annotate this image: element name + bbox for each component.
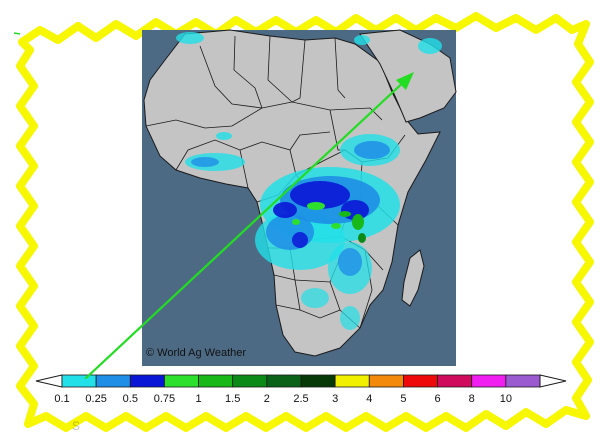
legend-label: 0.5 [123,393,138,405]
legend-swatch [403,374,438,388]
rainfall-legend: 0.1 0.25 0.5 0.75 1 1.5 2 2.5 3 4 5 6 8 10 [35,374,567,405]
rainfall-shading [176,32,442,330]
legend-swatch [129,374,165,388]
legend-label: 0.1 [54,393,69,405]
legend-swatch [437,374,473,388]
highlight-frame [16,12,594,432]
legend-right-cap [539,374,567,388]
legend-swatch [300,374,336,388]
map-credit: © World Ag Weather [146,347,246,359]
legend-swatch [232,374,268,388]
caption-fragment: S [72,419,80,433]
legend-swatch [505,374,541,388]
arrow-tail-mark [13,32,21,35]
legend-label: 6 [435,393,441,405]
legend-label: 5 [400,393,406,405]
legend-label: 0.75 [154,393,175,405]
legend-swatch [266,374,302,388]
legend-swatch [471,374,507,388]
legend-label: 8 [469,393,475,405]
legend-swatch [198,374,234,388]
legend-label: 2.5 [293,393,308,405]
legend-label: 1 [196,393,202,405]
legend-label: 1.5 [225,393,240,405]
legend-label: 4 [366,393,372,405]
annotation-arrow [13,32,414,380]
madagascar [401,249,425,307]
legend-label: 2 [264,393,270,405]
legend-swatch [164,374,199,388]
legend-label: 0.25 [85,393,106,405]
legend-label: 3 [332,393,338,405]
legend-label: 10 [500,393,512,405]
legend-swatch [334,374,370,388]
legend-swatch [95,374,131,388]
legend-swatch [368,374,404,388]
legend-swatch [61,374,97,388]
